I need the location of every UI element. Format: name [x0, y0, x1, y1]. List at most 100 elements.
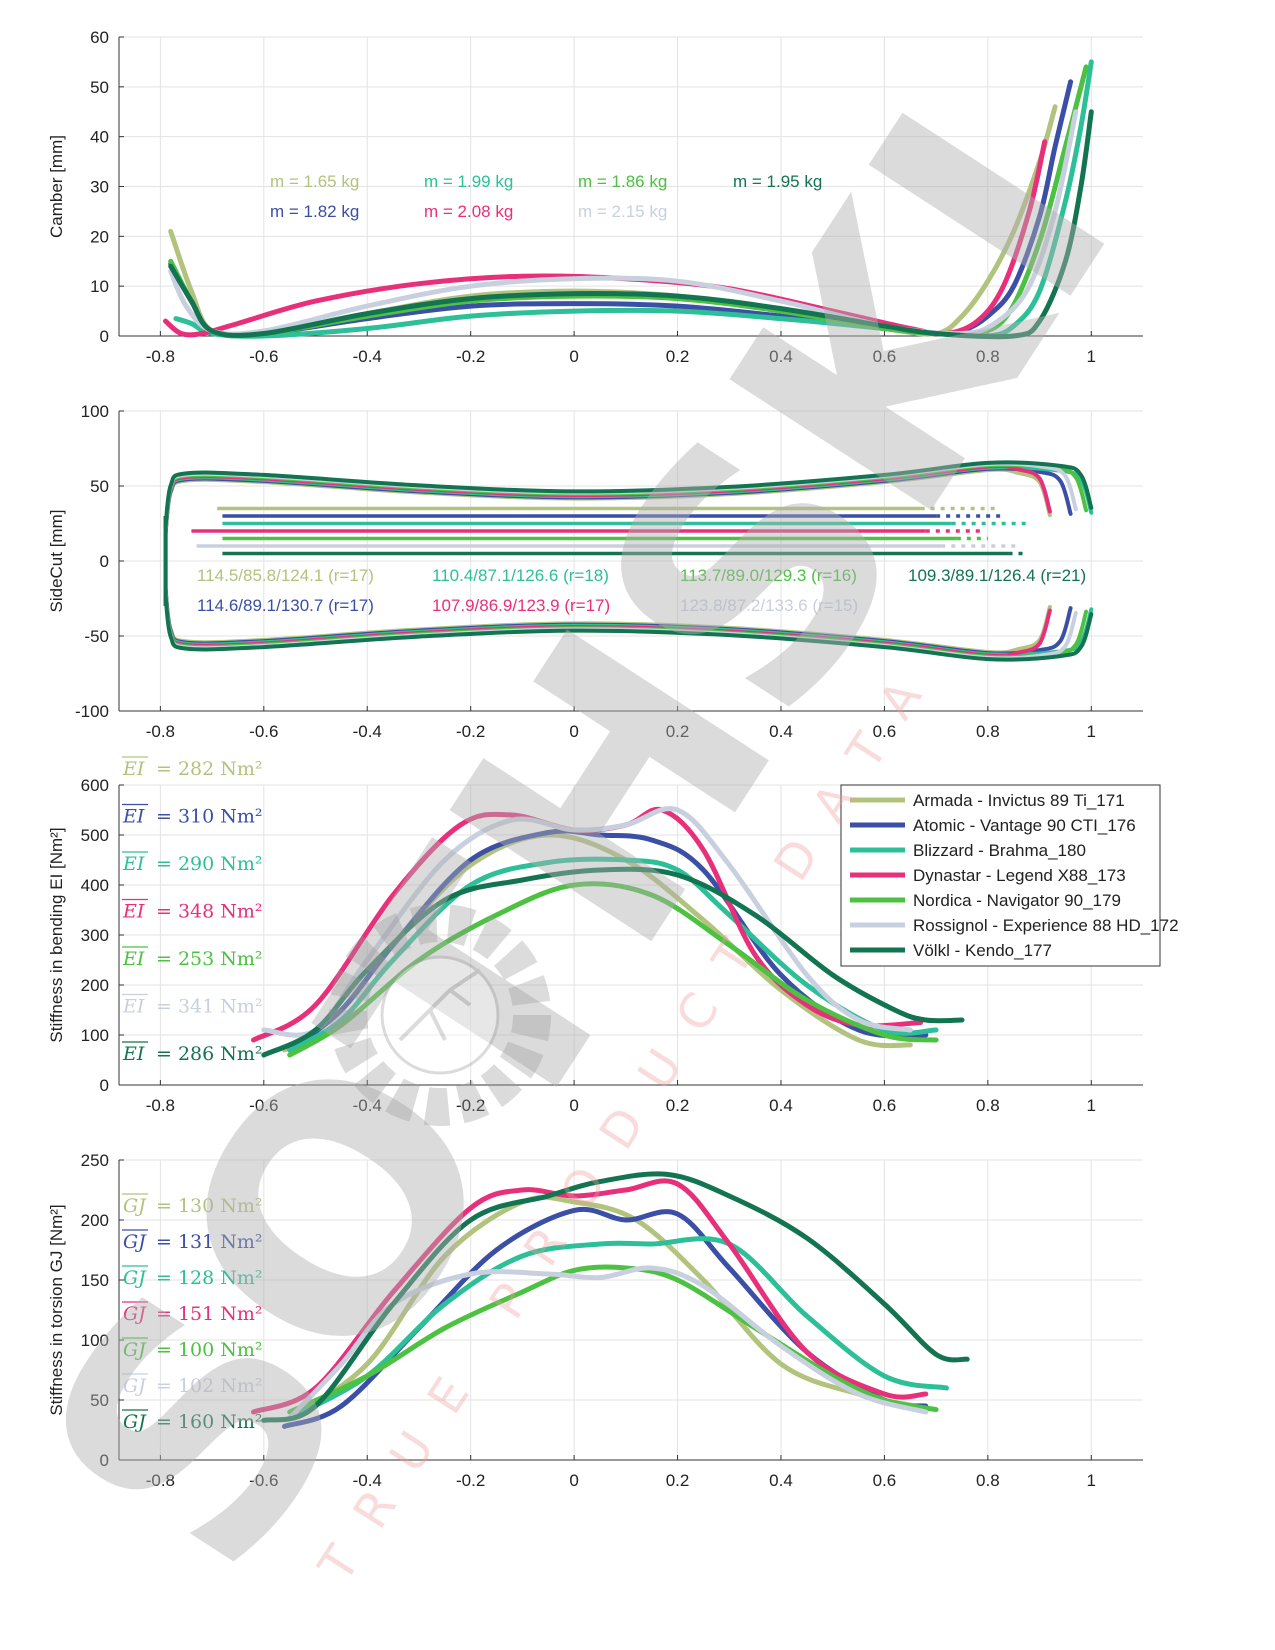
- y-tick-label: 10: [90, 277, 109, 296]
- torsion-axes: -0.8 -0.6 -0.4 -0.2 0 0.2 0.4 0.6 0.8 1 0 50 100 150 2…: [47, 1151, 1143, 1490]
- average-value: = 286 Nm²: [156, 1043, 263, 1065]
- y-axis-label: Stiffness in torsion GJ [Nm²]: [47, 1204, 66, 1415]
- x-tick-label: 1: [1087, 1471, 1096, 1490]
- mass-label: m = 2.08 kg: [424, 202, 513, 221]
- series-line-nordica: [287, 881, 939, 1058]
- mass-label: m = 1.86 kg: [578, 172, 667, 191]
- y-tick-label: 0: [100, 327, 109, 346]
- x-tick-label: 1: [1087, 722, 1096, 741]
- dimension-label: 110.4/87.1/126.6 (r=18): [432, 566, 609, 585]
- bending-averages: EI = 282 Nm² EI = 310 Nm² EI = 290 Nm² EI = 348…: [122, 756, 263, 1065]
- legend-label: Blizzard - Brahma_180: [913, 841, 1086, 860]
- x-tick-label: -0.4: [353, 347, 382, 366]
- sidecut-lower-volkl: [163, 592, 1094, 662]
- x-tick-label: 0.2: [666, 347, 690, 366]
- y-axis-label: SideCut [mm]: [47, 510, 66, 613]
- camber-axes: -0.8 -0.6 -0.4 -0.2 0 0.2 0.4 0.6 0.8 10102030405…: [47, 28, 1143, 366]
- average-value: = 151 Nm²: [156, 1303, 263, 1325]
- x-tick-label: 0.8: [976, 347, 1000, 366]
- average-symbol: GJ: [123, 1303, 147, 1325]
- y-tick-label: 60: [90, 28, 109, 47]
- x-tick-label: 0.8: [976, 722, 1000, 741]
- dimension-label: 123.8/87.2/133.6 (r=15): [680, 596, 858, 615]
- x-tick-label: 1: [1087, 347, 1096, 366]
- torsion-averages: GJ = 130 Nm² GJ = 131 Nm² GJ = 128 Nm² GJ = 151…: [122, 1193, 263, 1433]
- x-tick-label: 0: [569, 347, 578, 366]
- average-symbol: GJ: [123, 1339, 147, 1361]
- y-tick-label: 50: [90, 78, 109, 97]
- y-tick-label: 100: [81, 1026, 109, 1045]
- mass-label: m = 1.82 kg: [270, 202, 359, 221]
- y-tick-label: 200: [81, 976, 109, 995]
- y-tick-label: 300: [81, 926, 109, 945]
- average-value: = 310 Nm²: [156, 806, 263, 828]
- x-tick-label: 1: [1087, 1096, 1096, 1115]
- average-symbol: EI: [122, 901, 145, 923]
- legend-label: Armada - Invictus 89 Ti_171: [913, 791, 1125, 810]
- y-tick-label: 200: [81, 1211, 109, 1230]
- x-tick-label: -0.2: [456, 722, 485, 741]
- average-value: = 282 Nm²: [156, 758, 263, 780]
- series-line-dynastar: [251, 1178, 929, 1415]
- y-tick-label: 30: [90, 178, 109, 197]
- legend-label: Dynastar - Legend X88_173: [913, 866, 1126, 885]
- average-symbol: GJ: [123, 1375, 147, 1397]
- series-line-volkl: [261, 866, 965, 1058]
- dimension-label: 109.3/89.1/126.4 (r=21): [908, 566, 1086, 585]
- y-tick-label: -100: [75, 702, 109, 721]
- x-tick-label: 0.6: [873, 1471, 897, 1490]
- average-value: = 100 Nm²: [156, 1339, 263, 1361]
- x-tick-label: -0.6: [249, 347, 278, 366]
- y-tick-label: 150: [81, 1271, 109, 1290]
- average-value: = 128 Nm²: [156, 1267, 263, 1289]
- legend-label: Rossignol - Experience 88 HD_172: [913, 916, 1179, 935]
- x-tick-label: 0.8: [976, 1471, 1000, 1490]
- sidecut-upper-volkl: [163, 460, 1094, 530]
- x-tick-label: 0.4: [769, 722, 793, 741]
- average-value: = 341 Nm²: [156, 996, 263, 1018]
- mass-label: m = 2.15 kg: [578, 202, 667, 221]
- series-line-blizzard: [287, 1236, 949, 1421]
- x-tick-label: 0.2: [666, 1471, 690, 1490]
- average-symbol: EI: [122, 1043, 145, 1065]
- series-line-volkl: [261, 1171, 970, 1423]
- average-value: = 130 Nm²: [156, 1195, 263, 1217]
- average-symbol: EI: [122, 948, 145, 970]
- average-symbol: EI: [122, 853, 145, 875]
- series-line-volkl: [168, 109, 1094, 340]
- dimension-label: 107.9/86.9/123.9 (r=17): [432, 596, 610, 615]
- x-tick-label: -0.4: [353, 722, 382, 741]
- y-tick-label: 20: [90, 227, 109, 246]
- x-tick-label: 0.4: [769, 347, 793, 366]
- average-value: = 348 Nm²: [156, 901, 263, 923]
- y-tick-label: -50: [84, 627, 109, 646]
- y-tick-label: 100: [81, 402, 109, 421]
- average-symbol: EI: [122, 996, 145, 1018]
- mass-label: m = 1.65 kg: [270, 172, 359, 191]
- y-tick-label: 100: [81, 1331, 109, 1350]
- x-tick-label: -0.4: [353, 1471, 382, 1490]
- average-value: = 290 Nm²: [156, 853, 263, 875]
- x-tick-label: 0.6: [873, 722, 897, 741]
- average-value: = 102 Nm²: [156, 1375, 263, 1397]
- y-axis-label: Camber [mm]: [47, 135, 66, 238]
- x-tick-label: 0.4: [769, 1096, 793, 1115]
- x-tick-label: 0.6: [873, 347, 897, 366]
- y-tick-label: 400: [81, 876, 109, 895]
- camber-mass-labels: m = 1.65 kg m = 1.99 kg m = 1.86 kg m = 1.9…: [270, 172, 822, 221]
- y-tick-label: 500: [81, 826, 109, 845]
- x-tick-label: -0.8: [146, 722, 175, 741]
- y-tick-label: 0: [100, 552, 109, 571]
- y-axis-label: Stiffness in bending EI [Nm²]: [47, 827, 66, 1042]
- series-line-rossignol: [261, 806, 913, 1038]
- sidecut-dimension-labels: 114.5/85.8/124.1 (r=17) 110.4/87.1/126.6 …: [197, 566, 1086, 615]
- x-tick-label: 0: [569, 1096, 578, 1115]
- sidecut-series: [163, 460, 1094, 662]
- torsion-series: [251, 1171, 970, 1429]
- average-value: = 131 Nm²: [156, 1231, 263, 1253]
- x-tick-label: 0.6: [873, 1096, 897, 1115]
- x-tick-label: 0: [569, 1471, 578, 1490]
- series-line-nordica: [287, 1264, 939, 1415]
- y-tick-label: 40: [90, 128, 109, 147]
